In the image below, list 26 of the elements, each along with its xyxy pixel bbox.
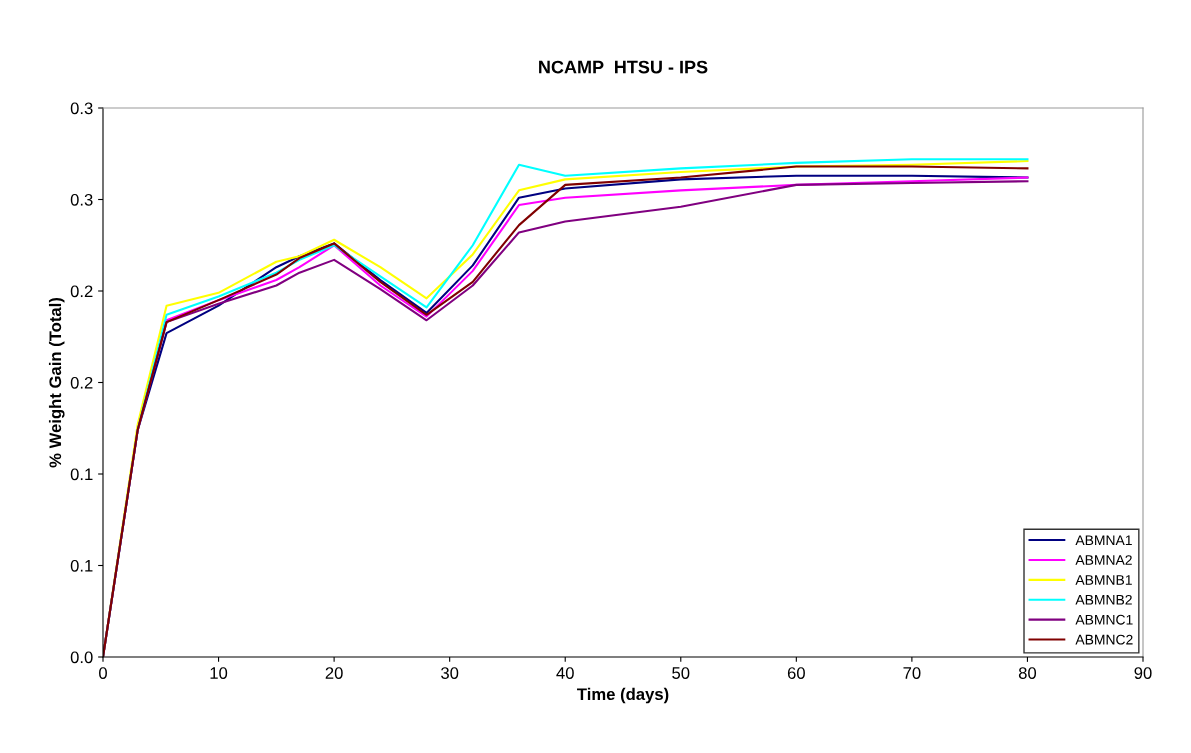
x-tick-label: 30 <box>441 667 459 679</box>
x-tick-label: 60 <box>787 667 805 679</box>
chart-title: NCAMP HTSU - IPS <box>539 60 708 74</box>
y-tick-label: 0.1 <box>70 559 93 572</box>
y-tick-label: 0.2 <box>70 376 93 389</box>
x-tick-label: 20 <box>325 667 343 679</box>
y-axis-title: % Weight Gain (Total) <box>48 297 65 468</box>
y-tick-label: 0.3 <box>70 193 93 206</box>
legend-label: ABMNC2 <box>1075 634 1133 645</box>
legend-label: ABMNC1 <box>1075 614 1133 625</box>
legend-label: ABMNB2 <box>1075 594 1132 605</box>
x-tick-label: 70 <box>903 667 921 679</box>
x-tick-label: 10 <box>210 667 228 679</box>
y-tick-label: 0.1 <box>70 468 93 481</box>
legend-label: ABMNB1 <box>1075 575 1132 585</box>
x-tick-label: 80 <box>1018 667 1037 679</box>
y-tick-label: 0.2 <box>70 285 93 298</box>
x-tick-label: 90 <box>1134 667 1152 679</box>
y-tick-label: 0.3 <box>70 102 93 115</box>
legend-label: ABMNA1 <box>1075 535 1132 545</box>
x-tick-label: 0 <box>99 667 107 679</box>
legend-label: ABMNA2 <box>1075 555 1132 565</box>
x-tick-label: 50 <box>672 667 690 679</box>
x-axis-title: Time (days) <box>577 687 669 704</box>
x-tick-label: 40 <box>556 667 574 679</box>
y-tick-label: 0.0 <box>70 651 93 664</box>
